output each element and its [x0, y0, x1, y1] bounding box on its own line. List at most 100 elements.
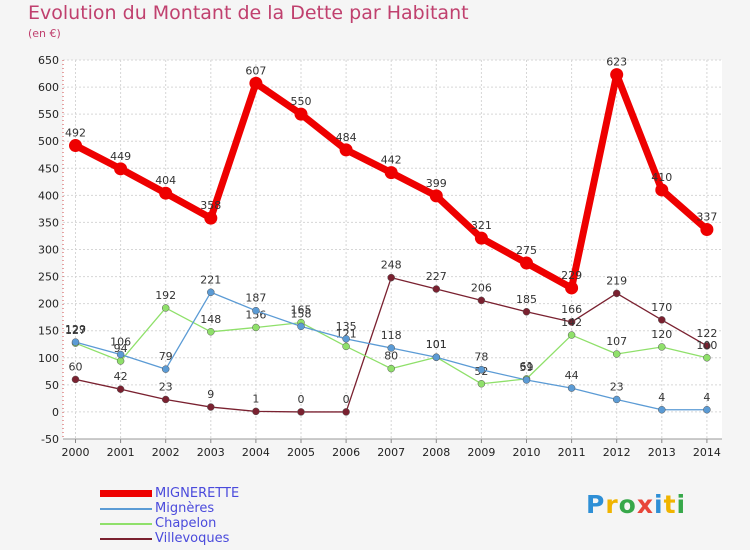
data-label-villevoques: 170 [651, 301, 672, 314]
chart-title: Evolution du Montant de la Dette par Hab… [28, 2, 469, 24]
data-label-villevoques: 248 [381, 259, 402, 272]
x-tick-label: 2003 [197, 446, 225, 459]
data-label-chapelon: 100 [696, 339, 717, 352]
data-label-mignerette: 404 [155, 174, 176, 187]
x-tick-label: 2010 [513, 446, 541, 459]
data-label-migneres: 135 [336, 320, 357, 333]
data-label-villevoques: 227 [426, 270, 447, 283]
logo-letter: x [636, 490, 654, 519]
data-point-chapelon [342, 342, 350, 351]
data-label-mignerette: 442 [381, 154, 402, 167]
data-label-villevoques: 122 [696, 327, 717, 340]
data-point-villevoques [116, 385, 125, 393]
data-point-villevoques [297, 408, 305, 416]
data-point-chapelon [387, 364, 395, 373]
data-point-chapelon [161, 304, 170, 312]
legend-swatch-migneres [100, 508, 152, 510]
legend-swatch-villevoques [100, 538, 152, 540]
data-label-chapelon: 165 [291, 304, 312, 317]
data-label-villevoques: 166 [561, 303, 582, 316]
x-tick-label: 2009 [467, 446, 495, 459]
y-tick-label: 350 [38, 216, 59, 229]
data-point-mignerette [249, 76, 263, 90]
data-label-chapelon: 120 [651, 328, 672, 341]
data-label-mignerette: 275 [516, 244, 537, 257]
x-tick-label: 2008 [422, 446, 450, 459]
data-point-migneres [432, 353, 441, 361]
data-point-mignerette [700, 222, 714, 236]
data-label-villevoques: 185 [516, 293, 537, 306]
line-chart: -500501001502002503003504004505005506006… [38, 54, 722, 459]
data-label-chapelon: 156 [245, 308, 266, 321]
y-tick-label: 150 [38, 325, 59, 338]
data-point-villevoques [658, 316, 666, 324]
data-label-chapelon: 142 [561, 316, 582, 329]
data-label-migneres: 106 [110, 336, 131, 349]
data-label-mignerette: 449 [110, 150, 131, 163]
data-label-chapelon: 101 [426, 338, 447, 351]
data-point-chapelon [658, 343, 666, 351]
data-point-villevoques [207, 403, 215, 411]
x-tick-label: 2005 [287, 446, 315, 459]
data-label-migneres: 4 [658, 391, 665, 404]
y-tick-label: 550 [38, 108, 59, 121]
data-point-chapelon [207, 328, 215, 336]
data-label-migneres: 187 [245, 292, 266, 305]
data-label-mignerette: 337 [696, 210, 717, 223]
y-tick-label: 450 [38, 162, 59, 175]
data-point-mignerette [204, 211, 218, 225]
data-point-migneres [252, 306, 260, 315]
data-point-migneres [658, 406, 666, 414]
data-point-mignerette [339, 143, 353, 157]
data-point-migneres [567, 384, 576, 392]
x-tick-label: 2006 [332, 446, 360, 459]
data-label-villevoques: 60 [69, 360, 83, 373]
legend-label-migneres: Mignères [155, 501, 215, 516]
y-tick-label: 200 [38, 298, 59, 311]
data-label-mignerette: 484 [336, 131, 357, 144]
data-label-migneres: 59 [520, 361, 534, 374]
data-point-chapelon [703, 354, 711, 362]
data-label-mignerette: 492 [65, 127, 86, 140]
data-label-mignerette: 399 [426, 177, 447, 190]
data-point-villevoques [612, 289, 621, 298]
data-point-mignerette [429, 189, 443, 203]
y-tick-label: 400 [38, 189, 59, 202]
data-label-mignerette: 550 [291, 95, 312, 108]
data-point-mignerette [114, 162, 128, 176]
data-point-migneres [477, 365, 486, 374]
y-tick-label: 650 [38, 54, 59, 67]
data-label-mignerette: 321 [471, 219, 492, 232]
data-point-migneres [207, 288, 215, 297]
data-point-migneres [161, 365, 170, 373]
x-tick-label: 2000 [62, 446, 90, 459]
y-tick-label: 250 [38, 271, 59, 284]
data-point-villevoques [161, 395, 170, 404]
data-point-migneres [342, 335, 350, 343]
data-point-migneres [387, 344, 395, 352]
data-point-mignerette [294, 107, 308, 121]
data-point-villevoques [342, 408, 350, 416]
data-point-chapelon [477, 380, 486, 388]
data-label-chapelon: 127 [65, 324, 86, 337]
legend-label-villevoques: Villevoques [155, 531, 230, 546]
data-label-mignerette: 229 [561, 269, 582, 282]
legend-label-mignerette: MIGNERETTE [155, 486, 240, 501]
data-label-migneres: 78 [474, 351, 488, 364]
logo-letter: i [654, 490, 664, 519]
x-tick-label: 2007 [377, 446, 405, 459]
data-label-migneres: 118 [381, 329, 402, 342]
data-label-migneres: 129 [65, 323, 86, 336]
data-point-mignerette [655, 183, 669, 197]
data-label-villevoques: 0 [343, 393, 350, 406]
data-label-chapelon: 107 [606, 335, 627, 348]
legend-swatch-chapelon [100, 523, 152, 525]
data-point-mignerette [69, 139, 82, 153]
y-tick-label: 100 [38, 352, 59, 365]
data-point-villevoques [252, 407, 260, 416]
data-label-migneres: 44 [565, 369, 579, 382]
logo-letter: o [618, 490, 637, 519]
data-point-chapelon [567, 331, 576, 339]
data-point-migneres [612, 395, 621, 404]
y-tick-label: -50 [41, 433, 59, 446]
